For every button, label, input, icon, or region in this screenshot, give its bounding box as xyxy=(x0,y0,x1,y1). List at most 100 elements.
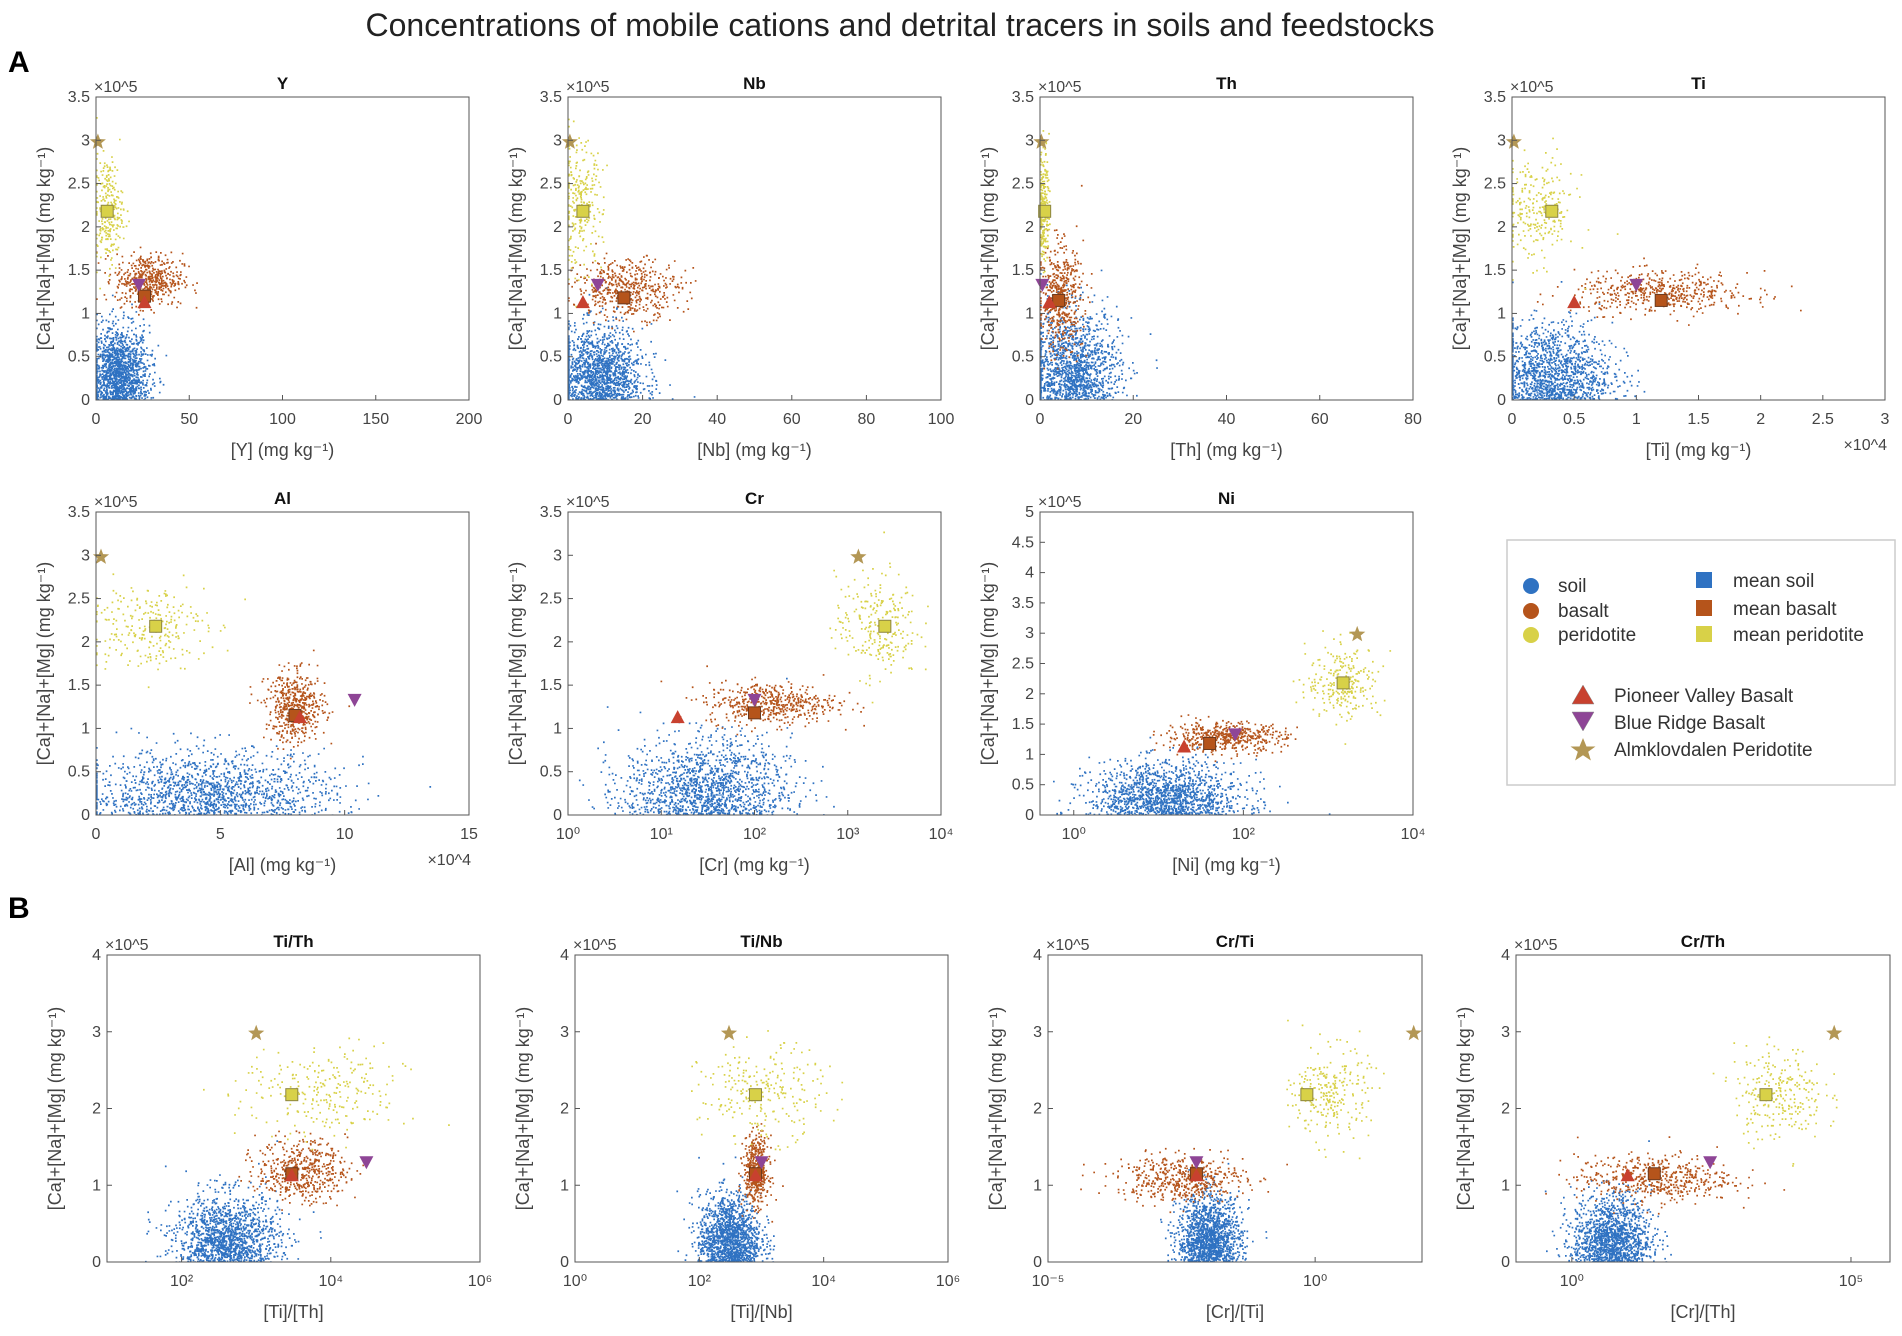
chart-title: Ti/Th xyxy=(273,932,313,951)
cloud-peridotite xyxy=(1712,1036,1838,1167)
legend-almklovdalen-marker xyxy=(1570,738,1596,761)
y-axis-label: [Ca]+[Na]+[Mg] (mg kg⁻¹) xyxy=(1450,147,1470,351)
cloud-soil xyxy=(96,727,432,815)
y-tick-label: 3 xyxy=(553,132,562,149)
blue-ridge-marker xyxy=(359,1156,374,1170)
legend-almklovdalen-label: Almklovdalen Peridotite xyxy=(1614,740,1813,761)
chart-ni: Ni 10⁰ 10² 10⁴ 0 0.5 1 1.5 2 2.5 3 3.5 4 4.5 5×10^5 [Ni… xyxy=(978,489,1425,875)
figure-title: Concentrations of mobile cations and det… xyxy=(366,7,1435,43)
mean-soil-marker xyxy=(210,1232,224,1246)
y-tick-label: 1.5 xyxy=(1012,716,1034,733)
y-tick-label: 2.5 xyxy=(68,591,90,608)
cloud-points-soil xyxy=(1040,269,1158,400)
x-tick-label: 10² xyxy=(743,826,767,843)
scatter-points xyxy=(1544,1036,1838,1262)
chart-ti-th: Ti/Th 10² 10⁴ 10⁶ 0 1 2 3 4×10^5 [Ti]/[Th] [Ca]+[N… xyxy=(45,932,492,1322)
plot-area xyxy=(96,97,469,400)
y-tick-label: 3 xyxy=(1025,625,1034,642)
chart-cr-th: Cr/Th 10⁰ 10⁵ 0 1 2 3 4×10^5 [Cr]/[Th] [Ca]+[Na]+… xyxy=(1454,932,1891,1322)
y-axis-label: [Ca]+[Na]+[Mg] (mg kg⁻¹) xyxy=(34,562,54,766)
cloud-soil xyxy=(1053,736,1331,815)
y-tick-label: 1.5 xyxy=(540,677,562,694)
y-tick-label: 0 xyxy=(81,807,90,824)
x-tick-label: 10⁶ xyxy=(936,1273,960,1290)
y-tick-label: 0 xyxy=(81,392,90,409)
y-tick-label: 5 xyxy=(1025,504,1034,521)
x-axis-label: [Ni] (mg kg⁻¹) xyxy=(1172,855,1281,875)
mean-soil-marker xyxy=(1604,1232,1618,1246)
y-tick-label: 0 xyxy=(1033,1254,1042,1271)
x-tick-label: 80 xyxy=(858,411,876,428)
chart-title: Cr xyxy=(745,489,764,508)
y-tick-label: 2 xyxy=(553,219,562,236)
plot-area xyxy=(1040,97,1413,400)
chart-title: Th xyxy=(1216,74,1237,93)
pioneer-marker xyxy=(1042,295,1057,309)
x-axis-label: [Y] (mg kg⁻¹) xyxy=(231,440,335,460)
x-tick-label: 5 xyxy=(216,826,225,843)
x-tick-label: 10³ xyxy=(836,826,860,843)
x-tick-label: 10² xyxy=(1232,826,1256,843)
y-tick-label: 3 xyxy=(560,1024,569,1041)
y-tick-label: 1.5 xyxy=(1484,262,1506,279)
x-tick-label: 20 xyxy=(634,411,652,428)
cloud-soil xyxy=(1160,1162,1268,1262)
pioneer-marker xyxy=(1189,1168,1204,1182)
y-tick-label: 1 xyxy=(1501,1177,1510,1194)
cloud-points-basalt xyxy=(238,1130,365,1211)
cloud-points-soil xyxy=(96,727,432,815)
x-axis-label: [Cr] (mg kg⁻¹) xyxy=(699,855,810,875)
y-tick-label: 2 xyxy=(81,219,90,236)
y-tick-label: 0.5 xyxy=(540,764,562,781)
pioneer-marker xyxy=(292,710,307,724)
cloud-soil xyxy=(145,1140,322,1262)
y-tick-label: 4 xyxy=(1025,565,1034,582)
chart-title: Nb xyxy=(743,74,766,93)
x-tick-label: 0 xyxy=(564,411,573,428)
x-tick-label: 60 xyxy=(1311,411,1329,428)
pioneer-marker xyxy=(137,295,152,309)
y-tick-label: 2 xyxy=(1501,1101,1510,1118)
x-tick-label: 1.5 xyxy=(1687,411,1709,428)
x-tick-label: 10⁶ xyxy=(468,1273,492,1290)
chart-title: Cr/Th xyxy=(1681,932,1725,951)
y-tick-label: 3 xyxy=(81,547,90,564)
x-tick-label: 10⁰ xyxy=(1303,1273,1327,1290)
legend-pioneer-marker xyxy=(1571,684,1595,705)
mean-basalt-marker xyxy=(1654,293,1668,307)
x-axis-label: [Ti] (mg kg⁻¹) xyxy=(1646,440,1752,460)
x-axis-label: [Cr]/[Th] xyxy=(1670,1302,1735,1322)
scatter-points xyxy=(568,531,929,815)
y-tick-label: 1.5 xyxy=(68,677,90,694)
panel-label-b: B xyxy=(8,892,30,925)
cloud-basalt xyxy=(1040,184,1093,370)
cloud-points-basalt xyxy=(660,665,865,736)
blue-ridge-marker xyxy=(747,693,762,707)
x-tick-label: 10¹ xyxy=(650,826,673,843)
scatter-points xyxy=(96,117,198,400)
y-multiplier: ×10^5 xyxy=(1038,79,1082,96)
y-tick-label: 2 xyxy=(1497,219,1506,236)
legend-mean-soil-label: mean soil xyxy=(1733,571,1814,592)
x-axis-label: [Nb] (mg kg⁻¹) xyxy=(697,440,812,460)
mean-peridotite-marker xyxy=(1545,204,1559,218)
cloud-basalt xyxy=(96,246,198,316)
mean-peridotite-marker xyxy=(576,204,590,218)
y-tick-label: 0.5 xyxy=(1012,349,1034,366)
y-tick-label: 1 xyxy=(1497,305,1506,322)
x-tick-label: 100 xyxy=(928,411,955,428)
chart-title: Al xyxy=(274,489,291,508)
legend-peridotite-marker xyxy=(1523,627,1539,643)
y-tick-label: 0.5 xyxy=(1012,777,1034,794)
y-tick-label: 3.5 xyxy=(68,89,90,106)
mean-basalt-marker xyxy=(1052,293,1066,307)
y-tick-label: 0 xyxy=(553,392,562,409)
y-multiplier: ×10^5 xyxy=(566,79,610,96)
x-tick-label: 10⁵ xyxy=(1839,1273,1863,1290)
y-tick-label: 0 xyxy=(92,1254,101,1271)
y-tick-label: 0 xyxy=(1501,1254,1510,1271)
x-tick-label: 10 xyxy=(336,826,354,843)
chart-title: Ti/Nb xyxy=(740,932,782,951)
almklovdalen-marker xyxy=(92,548,110,564)
